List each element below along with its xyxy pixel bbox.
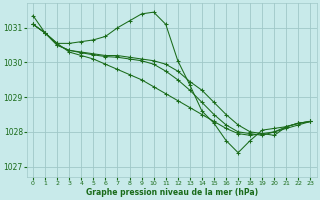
X-axis label: Graphe pression niveau de la mer (hPa): Graphe pression niveau de la mer (hPa)	[86, 188, 258, 197]
